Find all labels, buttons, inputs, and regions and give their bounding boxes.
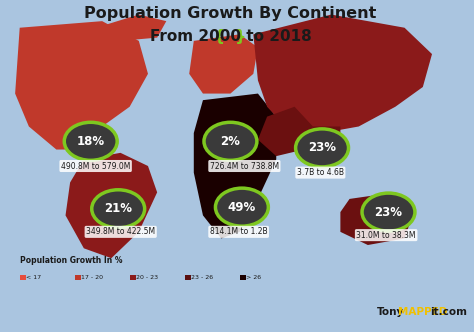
Polygon shape xyxy=(258,107,313,156)
Text: 49%: 49% xyxy=(228,201,256,214)
Circle shape xyxy=(362,193,415,231)
Text: 18%: 18% xyxy=(77,135,105,148)
Polygon shape xyxy=(65,153,157,258)
Text: 814.1M to 1.2B: 814.1M to 1.2B xyxy=(210,227,267,236)
Polygon shape xyxy=(194,94,276,238)
Text: }: } xyxy=(230,29,246,44)
Circle shape xyxy=(204,122,257,160)
Circle shape xyxy=(64,122,117,160)
Text: 3.7B to 4.6B: 3.7B to 4.6B xyxy=(297,168,344,177)
FancyBboxPatch shape xyxy=(20,275,26,280)
FancyBboxPatch shape xyxy=(185,275,191,280)
Text: 31.0M to 38.3M: 31.0M to 38.3M xyxy=(356,231,416,240)
Polygon shape xyxy=(189,34,258,94)
Text: < 17: < 17 xyxy=(26,275,41,280)
Polygon shape xyxy=(253,15,432,133)
Polygon shape xyxy=(299,126,340,166)
Text: 21%: 21% xyxy=(104,202,132,215)
Text: Tony: Tony xyxy=(377,307,404,317)
Text: 23 - 26: 23 - 26 xyxy=(191,275,213,280)
Text: MAPPED: MAPPED xyxy=(398,307,447,317)
FancyBboxPatch shape xyxy=(130,275,136,280)
Text: 349.8M to 422.5M: 349.8M to 422.5M xyxy=(86,227,155,236)
Circle shape xyxy=(296,129,348,167)
Text: it.com: it.com xyxy=(430,307,467,317)
Text: From 2000 to 2018: From 2000 to 2018 xyxy=(150,29,311,44)
Text: 23%: 23% xyxy=(308,141,336,154)
Polygon shape xyxy=(15,21,148,149)
Circle shape xyxy=(216,188,268,226)
Text: Population Growth By Continent: Population Growth By Continent xyxy=(84,6,377,21)
Text: 726.4M to 738.8M: 726.4M to 738.8M xyxy=(210,161,279,171)
Text: Population Growth In %: Population Growth In % xyxy=(20,256,122,265)
FancyBboxPatch shape xyxy=(75,275,81,280)
Text: {: { xyxy=(214,29,230,44)
FancyBboxPatch shape xyxy=(239,275,246,280)
Circle shape xyxy=(92,190,145,228)
Polygon shape xyxy=(107,15,166,41)
Text: 20 - 23: 20 - 23 xyxy=(136,275,158,280)
Text: 23%: 23% xyxy=(374,206,402,218)
Polygon shape xyxy=(340,192,414,245)
Text: 490.8M to 579.0M: 490.8M to 579.0M xyxy=(61,161,130,171)
Text: > 26: > 26 xyxy=(246,275,261,280)
Text: 2%: 2% xyxy=(220,135,240,148)
Text: 17 - 20: 17 - 20 xyxy=(81,275,103,280)
